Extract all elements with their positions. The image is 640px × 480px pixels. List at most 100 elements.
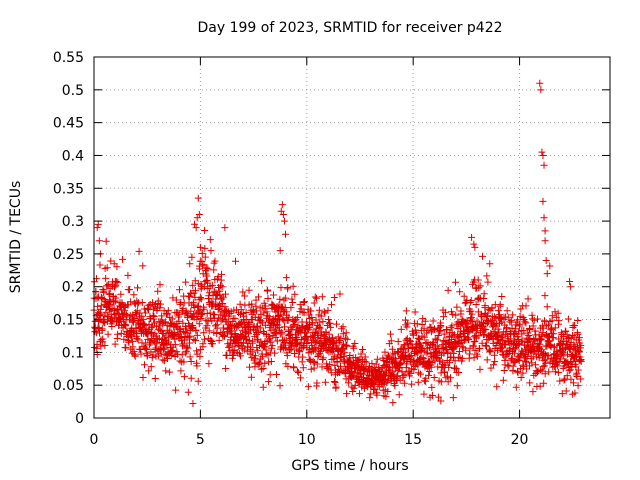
data-point (478, 339, 486, 347)
data-point (194, 194, 202, 202)
data-point (166, 368, 174, 376)
data-point (326, 360, 334, 368)
data-point (551, 308, 559, 316)
data-point (189, 281, 197, 289)
data-point (184, 311, 192, 319)
data-point (161, 318, 169, 326)
data-point (198, 311, 206, 319)
data-point (291, 349, 299, 357)
data-point (134, 300, 142, 308)
data-point (297, 305, 305, 313)
data-point (283, 352, 291, 360)
data-point (114, 310, 122, 318)
data-point (227, 333, 235, 341)
data-point (444, 348, 452, 356)
data-point (276, 382, 284, 390)
data-point (266, 334, 274, 342)
data-point (420, 333, 428, 341)
data-point (237, 306, 245, 314)
data-point (459, 343, 467, 351)
data-point (449, 310, 457, 318)
data-point (429, 340, 437, 348)
data-point (310, 299, 318, 307)
data-point (315, 323, 323, 331)
data-point (343, 342, 351, 350)
data-point (441, 361, 449, 369)
data-point (536, 382, 544, 390)
data-point (514, 316, 522, 324)
data-point (453, 382, 461, 390)
data-point (469, 342, 477, 350)
data-point (178, 351, 186, 359)
data-point (541, 292, 549, 300)
data-point (526, 335, 534, 343)
data-point (549, 330, 557, 338)
data-point (192, 224, 200, 232)
data-point (476, 365, 484, 373)
data-point (96, 261, 104, 269)
y-tick-label: 0.05 (53, 378, 84, 394)
data-point (327, 301, 335, 309)
data-point (481, 302, 489, 310)
data-point (566, 345, 574, 353)
data-point (326, 319, 334, 327)
data-point (197, 314, 205, 322)
data-point (512, 321, 520, 329)
data-point (508, 324, 516, 332)
data-point (160, 345, 168, 353)
data-point (141, 321, 149, 329)
data-point (193, 331, 201, 339)
y-tick-label: 0.4 (62, 148, 84, 164)
data-point (313, 360, 321, 368)
y-axis-label: SRMTID / TECUs (8, 181, 24, 294)
data-point (529, 322, 537, 330)
data-point (95, 237, 103, 245)
data-point (537, 336, 545, 344)
data-point (193, 362, 201, 370)
data-point (170, 328, 178, 336)
x-tick-label: 15 (404, 432, 422, 448)
data-point (97, 305, 105, 313)
data-point (339, 323, 347, 331)
data-point (428, 392, 436, 400)
data-point (556, 377, 564, 385)
data-point (433, 336, 441, 344)
data-point (411, 308, 419, 316)
data-point (195, 320, 203, 328)
data-point (254, 293, 262, 301)
data-point (320, 342, 328, 350)
data-point (511, 329, 519, 337)
data-point (94, 220, 102, 228)
data-point (138, 312, 146, 320)
data-point (300, 298, 308, 306)
data-point (412, 329, 420, 337)
data-point (467, 296, 475, 304)
data-point (483, 312, 491, 320)
data-point (205, 360, 213, 368)
data-point (201, 244, 209, 252)
data-point (428, 359, 436, 367)
data-point (182, 325, 190, 333)
data-point (101, 319, 109, 327)
data-point (467, 314, 475, 322)
data-point (114, 330, 122, 338)
data-point (97, 336, 105, 344)
data-point (333, 320, 341, 328)
data-point (504, 361, 512, 369)
data-point (215, 336, 223, 344)
data-point (507, 316, 515, 324)
data-point (414, 361, 422, 369)
data-point (267, 338, 275, 346)
data-point (342, 329, 350, 337)
data-point (434, 393, 442, 401)
data-point (133, 297, 141, 305)
y-tick-label: 0.25 (53, 247, 84, 263)
data-point (261, 359, 269, 367)
data-point (440, 313, 448, 321)
data-point (233, 324, 241, 332)
data-point (380, 392, 388, 400)
data-point (195, 211, 203, 219)
data-point (242, 309, 250, 317)
data-point (351, 340, 359, 348)
data-point (397, 359, 405, 367)
